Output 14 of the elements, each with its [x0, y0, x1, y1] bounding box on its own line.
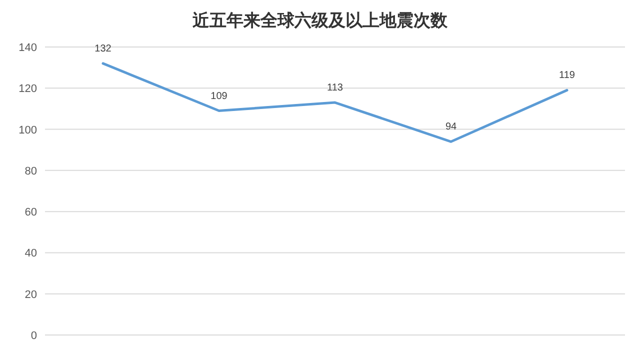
y-tick-label: 40	[24, 248, 37, 260]
y-tick-label: 0	[30, 330, 37, 342]
data-label: 113	[327, 82, 344, 94]
y-tick-label: 120	[18, 83, 37, 96]
chart-title: 近五年来全球六级及以上地震次数	[192, 11, 448, 30]
y-tick-label: 20	[24, 288, 37, 301]
data-label: 109	[210, 90, 228, 102]
y-tick-label: 80	[24, 165, 37, 178]
y-tick-label: 100	[18, 124, 37, 136]
y-tick-label: 60	[24, 206, 37, 219]
y-tick-label: 140	[18, 42, 37, 54]
data-label: 119	[559, 70, 576, 82]
data-label: 94	[445, 122, 457, 133]
data-label: 132	[94, 43, 112, 54]
